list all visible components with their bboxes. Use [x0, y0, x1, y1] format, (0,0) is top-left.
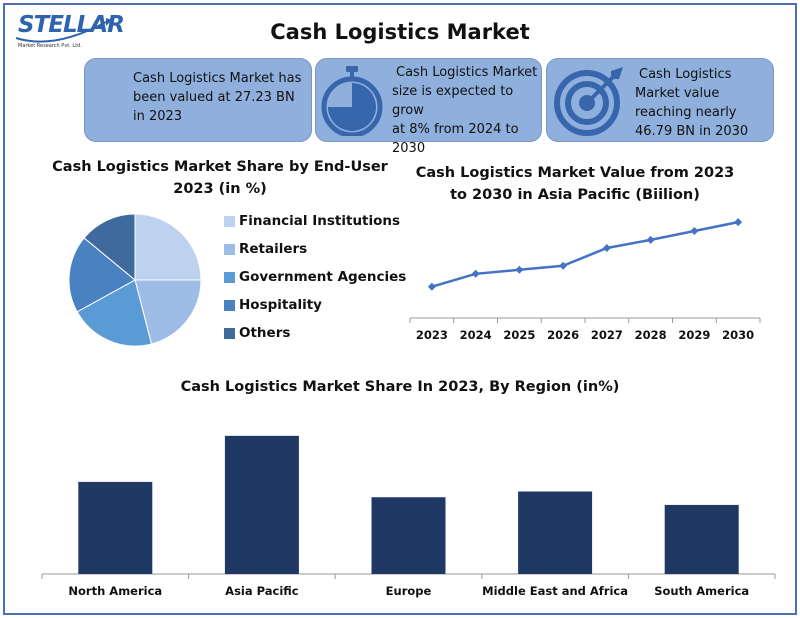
- legend-item: Financial Institutions: [224, 207, 406, 235]
- info-card-growth: Cash Logistics Market size is expected t…: [315, 58, 542, 156]
- line-point: [734, 218, 743, 227]
- x-tick-label: North America: [68, 584, 162, 598]
- card-text: Cash Logistics Market size is expected t…: [392, 63, 541, 158]
- legend-item: Retailers: [224, 235, 406, 263]
- x-tick-label: 2028: [635, 328, 667, 342]
- line-chart-title-line: to 2030 in Asia Pacific (Biilion): [450, 187, 700, 203]
- pie-chart-title: Cash Logistics Market Share by End-User …: [40, 156, 400, 200]
- card-text-line: Market value: [635, 86, 720, 101]
- line-chart: 2023 2024 2025 2026 2027 2028 2029 2030: [409, 218, 761, 342]
- line-point: [559, 261, 568, 270]
- x-tick-label: 2026: [547, 328, 579, 342]
- logo-swoosh-icon: [15, 18, 112, 43]
- stopwatch-icon: [321, 66, 383, 136]
- x-tick-label: Middle East and Africa: [482, 584, 628, 598]
- line-chart-title: Cash Logistics Market Value from 2023 to…: [400, 162, 750, 206]
- card-text-line: been valued at 27.23 BN: [133, 90, 295, 105]
- card-text-line: size is expected to grow: [392, 84, 514, 118]
- legend-swatch: [224, 243, 235, 255]
- pie-chart: [68, 213, 202, 347]
- x-tick-label: 2030: [722, 328, 754, 342]
- pie-slice: [68, 237, 136, 313]
- pie-slice: [76, 279, 153, 347]
- page-title: Cash Logistics Market: [270, 20, 530, 44]
- card-text-line: 46.79 BN in 2030: [635, 124, 749, 139]
- legend-swatch: [224, 271, 235, 283]
- card-text-line: Cash Logistics: [639, 67, 732, 82]
- bar: [371, 497, 446, 574]
- bar: [224, 435, 299, 574]
- legend-label: Retailers: [239, 241, 308, 257]
- legend-label: Government Agencies: [239, 269, 407, 285]
- card-text: Cash Logistics Market value reaching nea…: [635, 65, 748, 141]
- card-text: Cash Logistics Market has been valued at…: [133, 69, 301, 126]
- pie-slice: [83, 213, 136, 282]
- legend-label: Financial Institutions: [239, 213, 401, 229]
- pie-slice: [134, 279, 202, 345]
- pie-chart-title-line: 2023 (in %): [173, 181, 267, 197]
- bar-chart-title: Cash Logistics Market Share In 2023, By …: [180, 379, 620, 395]
- legend-item: Others: [224, 319, 406, 347]
- bar: [518, 491, 593, 574]
- legend-item: Government Agencies: [224, 263, 406, 291]
- infographic-frame: [3, 3, 797, 615]
- card-text-line: at 8% from 2024 to: [392, 122, 519, 137]
- x-tick-label: 2024: [460, 328, 492, 342]
- card-text-line: reaching nearly: [635, 105, 737, 120]
- target-icon: [554, 67, 623, 136]
- bar-chart: North America Asia Pacific Europe Middle Ea…: [41, 435, 776, 598]
- legend-item: Hospitality: [224, 291, 406, 319]
- line-point: [646, 235, 655, 244]
- x-tick-label: 2023: [416, 328, 448, 342]
- logo-subtitle: Market Research Pvt. Ltd.: [18, 43, 82, 49]
- stellar-logo: STELLAR Market Research Pvt. Ltd.: [14, 8, 125, 56]
- legend-swatch: [224, 215, 235, 227]
- line-chart-title-line: Cash Logistics Market Value from 2023: [415, 165, 735, 181]
- pie-chart-title-line: Cash Logistics Market Share by End-User: [52, 159, 388, 175]
- pie-legend: Financial Institutions Retailers Governmen…: [224, 207, 406, 347]
- card-text-line: Cash Logistics Market has: [133, 71, 302, 86]
- bar: [664, 504, 739, 574]
- x-tick-label: 2029: [678, 328, 710, 342]
- x-tick-label: Europe: [386, 584, 432, 598]
- legend-label: Others: [239, 325, 291, 341]
- logo-text: STELLAR: [18, 12, 125, 38]
- card-text-line: in 2023: [133, 109, 183, 124]
- line-point: [471, 269, 480, 278]
- legend-swatch: [224, 327, 235, 339]
- line-point: [690, 227, 699, 235]
- card-text-line: 2030: [392, 141, 426, 156]
- info-card-valuation: Cash Logistics Market has been valued at…: [84, 58, 312, 142]
- line-point: [427, 282, 436, 291]
- card-text-line: Cash Logistics Market: [396, 65, 538, 80]
- x-tick-label: Asia Pacific: [225, 584, 299, 598]
- line-point: [515, 265, 524, 274]
- bar: [78, 481, 153, 574]
- x-tick-label: 2025: [503, 328, 535, 342]
- line-series: [431, 220, 739, 288]
- x-tick-label: 2027: [591, 328, 623, 342]
- legend-swatch: [224, 299, 235, 311]
- pie-slice: [134, 213, 202, 281]
- info-card-projection: Cash Logistics Market value reaching nea…: [546, 58, 774, 142]
- line-point: [602, 243, 611, 252]
- legend-label: Hospitality: [239, 297, 322, 313]
- x-tick-label: South America: [654, 584, 749, 598]
